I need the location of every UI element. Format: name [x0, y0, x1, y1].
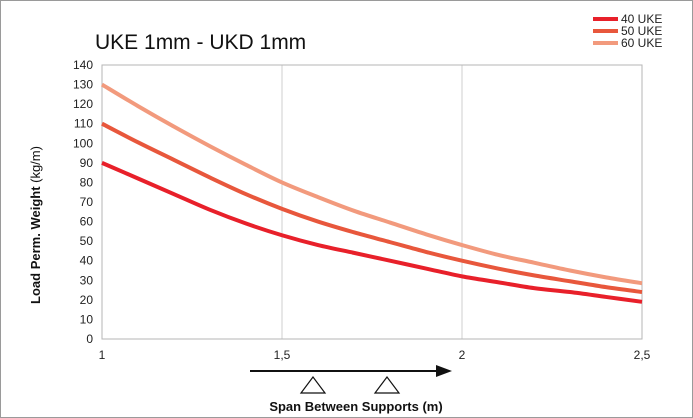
- y-tick-label: 120: [73, 97, 93, 111]
- x-axis-ticks: 1 1,5 2 2,5: [99, 348, 651, 362]
- support-triangle-right: [373, 376, 401, 394]
- y-tick-label: 30: [80, 273, 94, 287]
- span-arrow-head: [436, 365, 452, 377]
- plot-frame: [101, 64, 643, 340]
- y-tick-label: 40: [80, 254, 94, 268]
- series-lines: [100, 82, 643, 304]
- legend-label: 60 UKE: [621, 36, 662, 50]
- y-tick-label: 60: [80, 215, 94, 229]
- legend-label: 50 UKE: [621, 24, 662, 38]
- chart-title: UKE 1mm - UKD 1mm: [95, 31, 306, 54]
- x-tick-label: 2,5: [634, 348, 651, 362]
- y-tick-label: 100: [73, 136, 93, 150]
- plot-area: [101, 64, 643, 340]
- series-line: [101, 161, 643, 304]
- y-tick-label: 0: [86, 332, 93, 346]
- y-axis-label: Load Perm. Weight (kg/m): [28, 146, 43, 304]
- y-tick-label: 50: [80, 234, 94, 248]
- grid: [281, 65, 463, 339]
- series-line: [101, 121, 643, 295]
- support-diagram: [250, 365, 452, 394]
- y-tick-label: 80: [80, 175, 94, 189]
- y-axis-label-unit: (kg/m): [28, 146, 43, 186]
- y-tick-label: 140: [73, 58, 93, 72]
- legend-label: 40 UKE: [621, 12, 662, 26]
- x-axis-label: Span Between Supports (m): [269, 399, 442, 414]
- y-tick-label: 110: [74, 117, 93, 131]
- y-axis-ticks: 0 10 20 30 40 50 60 70 80 90 100 110 120 130 140: [73, 58, 93, 346]
- y-tick-label: 90: [80, 156, 94, 170]
- y-axis-label-main: Load Perm. Weight: [28, 186, 43, 304]
- support-triangle-left: [299, 376, 327, 394]
- y-tick-label: 20: [80, 293, 94, 307]
- x-tick-label: 1: [99, 348, 106, 362]
- x-tick-label: 2: [459, 348, 466, 362]
- series-line: [100, 82, 643, 286]
- y-tick-label: 70: [80, 195, 94, 209]
- x-tick-label: 1,5: [274, 348, 291, 362]
- y-tick-label: 10: [80, 312, 94, 326]
- y-tick-label: 130: [73, 78, 93, 92]
